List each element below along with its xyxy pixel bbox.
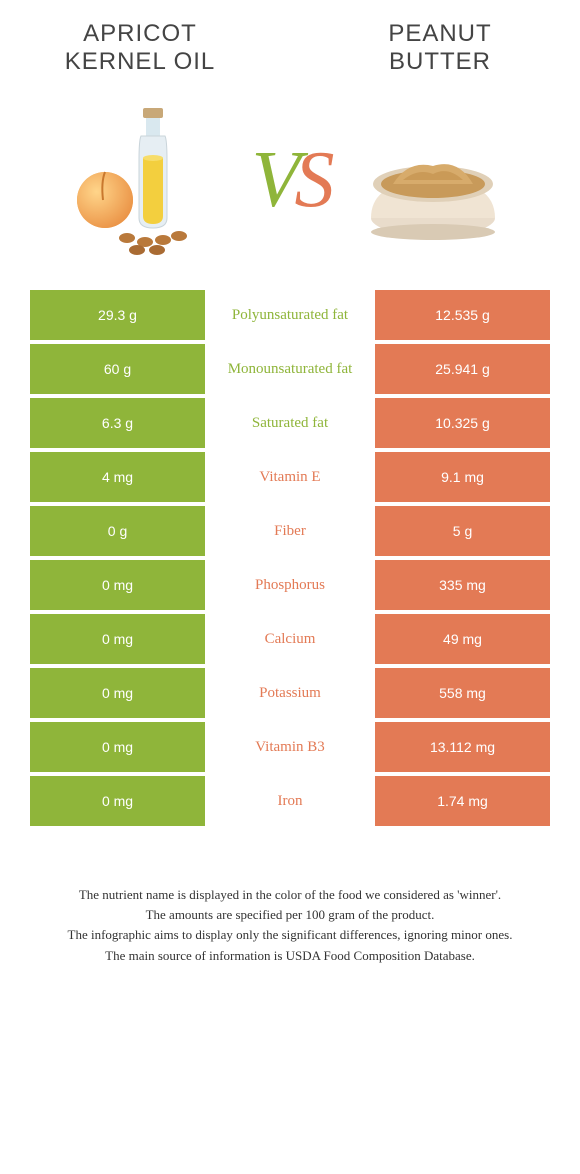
left-value: 60 g <box>30 344 205 394</box>
table-row: 0 mgIron1.74 mg <box>30 776 550 826</box>
vs-label: VS <box>252 140 329 220</box>
right-value: 5 g <box>375 506 550 556</box>
right-food-title: PEANUT BUTTER <box>340 20 540 75</box>
table-row: 29.3 gPolyunsaturated fat12.535 g <box>30 290 550 340</box>
left-food-title: APRICOT KERNEL OIL <box>40 20 240 75</box>
nutrient-label: Saturated fat <box>205 398 375 448</box>
nutrient-label: Potassium <box>205 668 375 718</box>
table-row: 0 mgPotassium558 mg <box>30 668 550 718</box>
nutrient-label: Iron <box>205 776 375 826</box>
right-value: 9.1 mg <box>375 452 550 502</box>
left-value: 0 mg <box>30 722 205 772</box>
right-value: 10.325 g <box>375 398 550 448</box>
nutrient-label: Monounsaturated fat <box>205 344 375 394</box>
right-value: 558 mg <box>375 668 550 718</box>
footer-line-2: The amounts are specified per 100 gram o… <box>45 905 535 925</box>
left-value: 0 mg <box>30 614 205 664</box>
right-value: 49 mg <box>375 614 550 664</box>
footer-notes: The nutrient name is displayed in the co… <box>0 830 580 966</box>
hero-row: VS <box>0 85 580 290</box>
nutrient-label: Calcium <box>205 614 375 664</box>
footer-line-1: The nutrient name is displayed in the co… <box>45 885 535 905</box>
nutrient-label: Vitamin E <box>205 452 375 502</box>
left-value: 0 mg <box>30 668 205 718</box>
table-row: 6.3 gSaturated fat10.325 g <box>30 398 550 448</box>
left-value: 0 mg <box>30 560 205 610</box>
nutrient-label: Phosphorus <box>205 560 375 610</box>
table-row: 4 mgVitamin E9.1 mg <box>30 452 550 502</box>
left-value: 29.3 g <box>30 290 205 340</box>
table-row: 0 mgVitamin B313.112 mg <box>30 722 550 772</box>
left-food-image <box>62 95 232 265</box>
vs-s: S <box>294 136 328 224</box>
table-row: 60 gMonounsaturated fat25.941 g <box>30 344 550 394</box>
right-food-image <box>348 95 518 265</box>
footer-line-4: The main source of information is USDA F… <box>45 946 535 966</box>
nutrient-label: Vitamin B3 <box>205 722 375 772</box>
table-row: 0 mgCalcium49 mg <box>30 614 550 664</box>
left-value: 4 mg <box>30 452 205 502</box>
left-value: 0 g <box>30 506 205 556</box>
nutrition-table: 29.3 gPolyunsaturated fat12.535 g60 gMon… <box>30 290 550 826</box>
left-value: 0 mg <box>30 776 205 826</box>
right-value: 12.535 g <box>375 290 550 340</box>
footer-line-3: The infographic aims to display only the… <box>45 925 535 945</box>
header: APRICOT KERNEL OIL PEANUT BUTTER <box>0 0 580 85</box>
right-value: 25.941 g <box>375 344 550 394</box>
table-row: 0 mgPhosphorus335 mg <box>30 560 550 610</box>
nutrient-label: Polyunsaturated fat <box>205 290 375 340</box>
right-value: 1.74 mg <box>375 776 550 826</box>
nutrient-label: Fiber <box>205 506 375 556</box>
right-value: 13.112 mg <box>375 722 550 772</box>
left-value: 6.3 g <box>30 398 205 448</box>
right-value: 335 mg <box>375 560 550 610</box>
table-row: 0 gFiber5 g <box>30 506 550 556</box>
vs-v: V <box>252 136 295 224</box>
